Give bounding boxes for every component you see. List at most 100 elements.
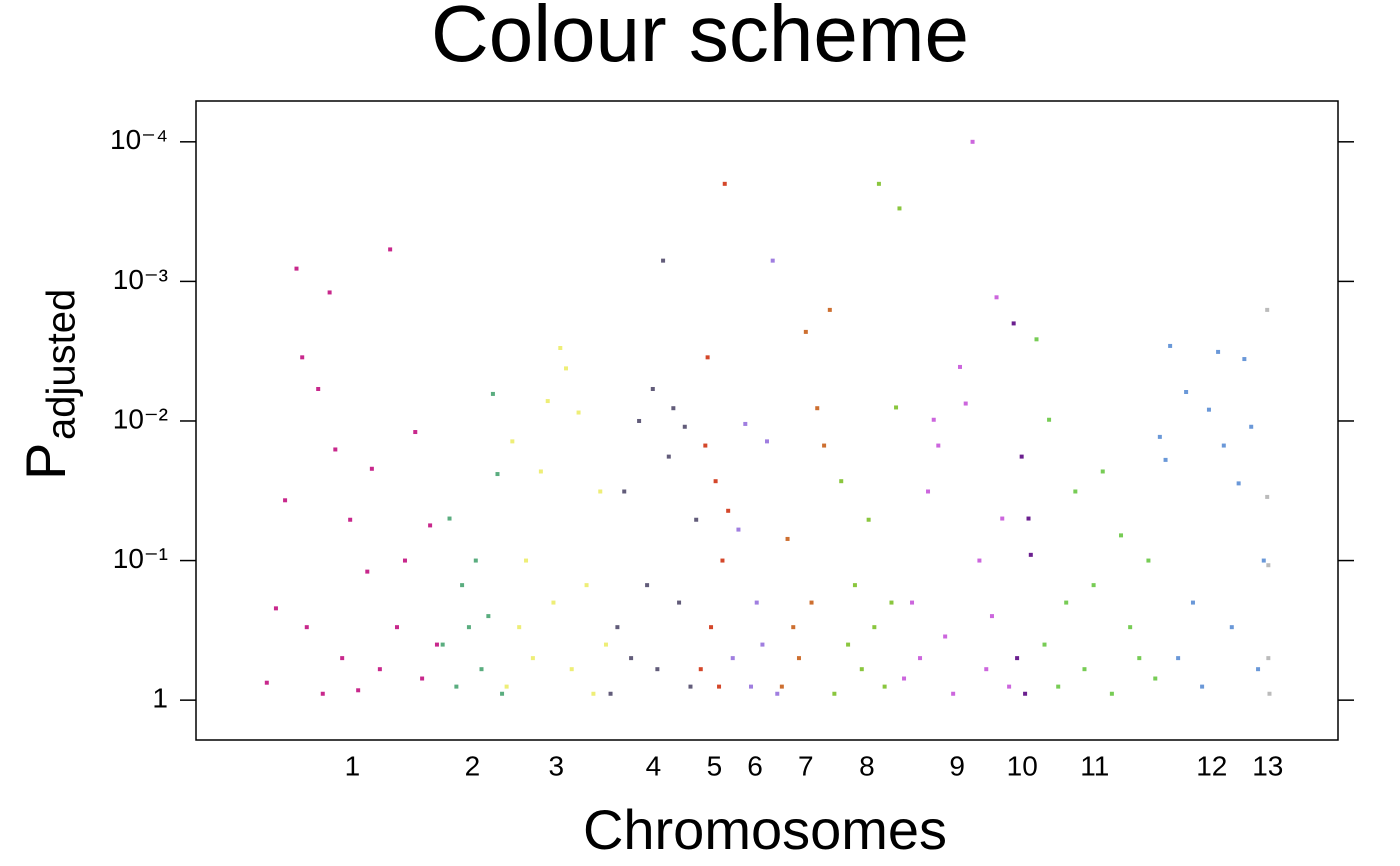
x-tick-label: 4 [646, 750, 662, 781]
point [666, 454, 671, 459]
point [538, 469, 543, 474]
x-tick-label: 3 [549, 750, 565, 781]
y-tick-label: 10⁻¹ [113, 543, 168, 574]
point [713, 479, 718, 484]
point [943, 634, 948, 639]
point [1019, 454, 1024, 459]
point [1153, 676, 1158, 681]
point [264, 680, 269, 685]
point [785, 536, 790, 541]
point [413, 430, 418, 435]
point [720, 558, 725, 563]
point [926, 489, 931, 494]
point [608, 691, 613, 696]
point [902, 676, 907, 681]
point [815, 406, 820, 411]
point [1119, 533, 1124, 538]
point [822, 443, 827, 448]
point [894, 405, 899, 410]
point [1176, 656, 1181, 661]
point [365, 569, 370, 574]
point [703, 443, 708, 448]
point [749, 684, 754, 689]
point [876, 181, 881, 186]
point [377, 667, 382, 672]
point [889, 600, 894, 605]
point [1261, 558, 1266, 563]
point [1206, 407, 1211, 412]
x-axis-title: Chromosomes [583, 798, 947, 861]
point [994, 295, 999, 300]
point [1168, 343, 1173, 348]
point [434, 642, 439, 647]
point [1128, 625, 1133, 630]
point [1229, 625, 1234, 630]
point [629, 656, 634, 661]
point [957, 364, 962, 369]
point [694, 517, 699, 522]
point [348, 517, 353, 522]
point [859, 667, 864, 672]
point [770, 258, 775, 263]
point [931, 417, 936, 422]
point [479, 667, 484, 672]
point [428, 523, 433, 528]
point [645, 583, 650, 588]
point [726, 508, 731, 513]
point [1064, 600, 1069, 605]
point [402, 558, 407, 563]
point [1042, 642, 1047, 647]
point [1236, 481, 1241, 486]
y-axis-title-subscript: adjusted [40, 289, 84, 440]
point [1266, 563, 1271, 568]
point [1146, 558, 1151, 563]
point [1249, 424, 1254, 429]
point [791, 625, 796, 630]
point [460, 583, 465, 588]
point [677, 600, 682, 605]
point [333, 447, 338, 452]
point [545, 399, 550, 404]
point [1007, 684, 1012, 689]
point [356, 688, 361, 693]
point [294, 266, 299, 271]
point [1265, 307, 1270, 312]
point [340, 656, 345, 661]
point [882, 684, 887, 689]
point [1267, 691, 1272, 696]
point [1026, 516, 1031, 521]
point [1190, 600, 1195, 605]
point [504, 684, 509, 689]
x-tick-label: 1 [345, 750, 361, 781]
plot-frame [195, 100, 1339, 741]
point [1056, 684, 1061, 689]
point [1265, 494, 1270, 499]
y-tick-label: 10⁻⁴ [110, 124, 168, 155]
point [304, 625, 309, 630]
point [1266, 656, 1271, 661]
point [910, 600, 915, 605]
x-tick-label: 5 [707, 750, 723, 781]
point [1216, 349, 1221, 354]
point [495, 472, 500, 477]
y-tick-label: 1 [152, 683, 168, 714]
point [576, 410, 581, 415]
point [1157, 434, 1162, 439]
point [500, 691, 505, 696]
point [369, 466, 374, 471]
point [420, 676, 425, 681]
point [564, 366, 569, 371]
point [688, 684, 693, 689]
point [918, 656, 923, 661]
y-tick-label: 10⁻³ [113, 264, 168, 295]
chart-title: Colour scheme [431, 0, 969, 78]
x-tick-label: 10 [1007, 750, 1038, 781]
point [517, 625, 522, 630]
point [736, 527, 741, 532]
point [615, 625, 620, 630]
point [743, 421, 748, 426]
point [1100, 469, 1105, 474]
point [984, 667, 989, 672]
point [598, 489, 603, 494]
